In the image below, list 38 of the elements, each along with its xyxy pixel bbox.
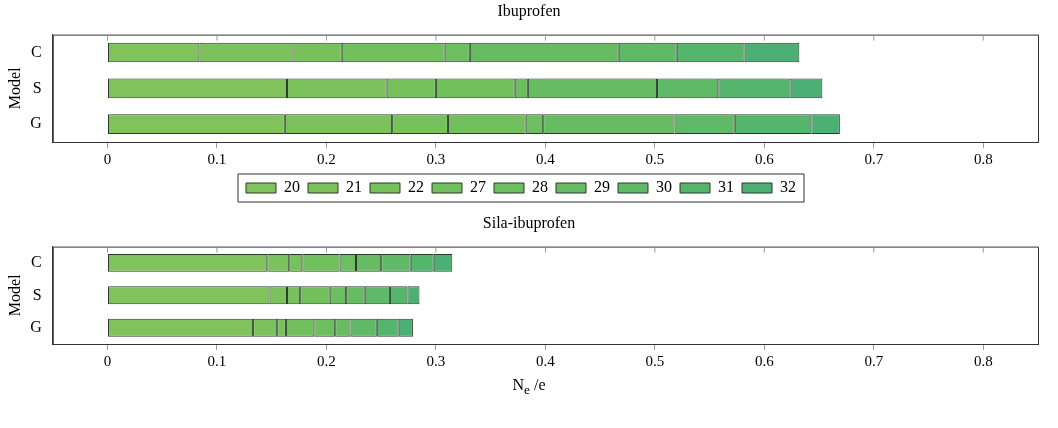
legend-label: 32 bbox=[780, 178, 796, 196]
legend-label: 30 bbox=[656, 178, 672, 196]
x-tick-label: 0.1 bbox=[207, 150, 227, 167]
chart-title: Ibuprofen bbox=[496, 1, 562, 22]
y-tick-label: S bbox=[32, 78, 42, 96]
x-axis-title: N$_{e}$ /e bbox=[511, 375, 547, 398]
legend-label: 21 bbox=[346, 178, 362, 196]
x-tick-label: 0.6 bbox=[754, 352, 775, 369]
x-tick-label: 0.6 bbox=[754, 150, 775, 167]
x-tick-label: 0 bbox=[103, 352, 112, 369]
legend-label: 20 bbox=[284, 178, 300, 196]
x-tick-label: 0.1 bbox=[207, 352, 227, 369]
x-tick-label: 0.2 bbox=[317, 352, 336, 369]
legend-label: 22 bbox=[408, 178, 424, 196]
x-tick-label: 0.5 bbox=[645, 352, 665, 369]
legend-label: 28 bbox=[532, 178, 548, 196]
x-tick-label: 0.8 bbox=[973, 352, 993, 369]
y-axis-title: Model bbox=[5, 66, 23, 110]
x-tick-label: 0.2 bbox=[317, 150, 336, 167]
y-axis-title: Model bbox=[5, 273, 23, 317]
x-tick-label: 0.4 bbox=[536, 352, 556, 369]
legend-label: 29 bbox=[594, 178, 610, 196]
x-tick-label: 0 bbox=[103, 150, 112, 167]
x-tick-label: 0.7 bbox=[864, 352, 884, 369]
y-tick-label: G bbox=[30, 114, 43, 132]
x-tick-label: 0.7 bbox=[864, 150, 884, 167]
y-tick-label: C bbox=[31, 42, 42, 60]
x-tick-label: 0.8 bbox=[973, 150, 993, 167]
legend-label: 27 bbox=[470, 178, 486, 196]
y-tick-label: G bbox=[30, 317, 43, 335]
x-tick-label: 0.4 bbox=[536, 150, 556, 167]
x-tick-label: 0.3 bbox=[426, 150, 446, 167]
y-tick-label: C bbox=[31, 253, 42, 271]
legend-label: 31 bbox=[718, 178, 734, 196]
y-tick-label: S bbox=[32, 285, 42, 303]
x-tick-label: 0.5 bbox=[645, 150, 665, 167]
x-tick-label: 0.3 bbox=[426, 352, 446, 369]
chart-title: Sila-ibuprofen bbox=[481, 213, 577, 234]
